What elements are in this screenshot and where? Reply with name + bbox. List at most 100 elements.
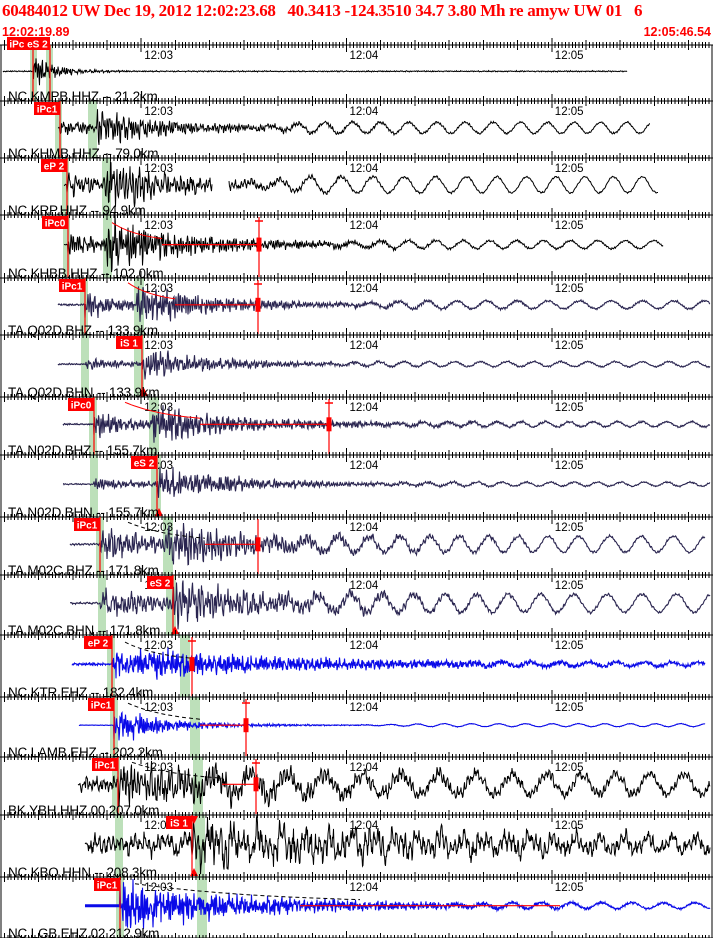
trace-panel-1[interactable]: 12:03 12:04 12:05 iPc eS 2 NC.KMPB.HHZ -- 21…: [0, 37, 713, 103]
waveform[interactable]: [57, 286, 711, 322]
pick-flag[interactable]: [92, 758, 118, 771]
waveform[interactable]: [63, 214, 664, 273]
time-ruler: 12:03 12:04 12:05: [0, 870, 713, 894]
trace-plot[interactable]: 12:03 12:04 12:05 iS 1: [0, 328, 713, 397]
minute-label: 12:05: [555, 882, 584, 894]
trace-panel-15[interactable]: 12:03 12:04 12:05 iPc1 NC.LGB.EHZ.02.212.9km: [0, 870, 713, 938]
waveform[interactable]: [77, 760, 711, 809]
minute-label: 12:04: [350, 402, 379, 414]
pick-flag-label: iS 1: [120, 339, 138, 350]
trace-panel-13[interactable]: 12:03 12:04 12:05 iPc1 BK.YBH.HHZ.00.207.0km: [0, 750, 713, 817]
coda-end-bar[interactable]: [189, 657, 195, 672]
waveform[interactable]: [78, 711, 706, 741]
trace-plot[interactable]: 12:03 12:04 12:05 eP 2: [0, 151, 713, 215]
pick-flag[interactable]: [147, 576, 173, 589]
minute-label: 12:04: [350, 163, 379, 175]
time-ruler: 12:03 12:04 12:05: [0, 38, 713, 62]
waveform[interactable]: [84, 878, 711, 929]
coda-end-bar[interactable]: [326, 417, 332, 432]
waveform[interactable]: [63, 160, 658, 208]
pick-window-band: [134, 335, 144, 397]
coda-end-bar[interactable]: [256, 237, 262, 252]
trace-panel-8[interactable]: 12:03 12:04 12:05 eS 2 TA.N02D.BHN -- 155.7k…: [0, 448, 713, 519]
trace-panel-2[interactable]: 12:03 12:04 12:05 iPc1 NC.KHMB.HHZ -- 79.0km: [0, 94, 713, 160]
pick-flag[interactable]: [166, 816, 192, 829]
minute-label: 12:03: [144, 640, 173, 652]
minute-label: 12:05: [555, 702, 584, 714]
pick-flag[interactable]: [7, 37, 50, 50]
waveform[interactable]: [57, 109, 650, 145]
minute-label: 12:03: [144, 820, 173, 832]
trace-panel-9[interactable]: 12:03 12:04 12:05 iPc1 TA.M02C.BHZ -- 171.8k…: [0, 510, 713, 577]
trace-panel-5[interactable]: 12:03 12:04 12:05 iPc1 TA.Q02D.BHZ -- 133.9k…: [0, 271, 713, 337]
coda-end-bar[interactable]: [253, 777, 259, 792]
trace-plot[interactable]: 12:03 12:04 12:05 iPc eS 2: [0, 37, 713, 101]
pick-flag[interactable]: [88, 698, 114, 711]
trace-plot-area: 12:03 12:04 12:05 iPc eS 2 NC.KMPB.HHZ -- 21…: [0, 37, 713, 938]
pick-flag[interactable]: [116, 336, 142, 349]
pick-flag[interactable]: [42, 216, 68, 229]
station-label: NC.KRP.HHZ -- 94.9km: [8, 202, 146, 218]
minute-label: 12:04: [350, 460, 379, 472]
pick-flag[interactable]: [131, 456, 157, 469]
trace-plot[interactable]: 12:03 12:04 12:05 eP 2: [0, 628, 713, 697]
minute-label: 12:04: [350, 820, 379, 832]
trace-plot[interactable]: 12:03 12:04 12:05 iS 1: [0, 808, 713, 877]
pick-flag-label: eS 2: [150, 579, 171, 590]
trace-panel-4[interactable]: 12:03 12:04 12:05 iPc0 NC.KHBB.HHZ -- 102.0k…: [0, 208, 713, 280]
trace-panel-6[interactable]: 12:03 12:04 12:05 iS 1 TA.Q02D.BHN -- 133.9k…: [0, 328, 713, 399]
pick-window-band: [55, 101, 62, 158]
minute-label: 12:04: [350, 580, 379, 592]
waveform[interactable]: [57, 350, 711, 380]
waveform[interactable]: [70, 580, 711, 630]
trace-panel-7[interactable]: 12:03 12:04 12:05 iPc0 TA.N02D.BHZ -- 155.7k…: [0, 390, 713, 457]
trace-panel-12[interactable]: 12:03 12:04 12:05 iPc1 NC.LAMB.EHZ -- 202.2k…: [0, 690, 713, 759]
pick-flag[interactable]: [68, 398, 94, 411]
time-ruler: 12:03 12:04 12:05: [0, 271, 713, 295]
time-ruler: 12:03 12:04 12:05: [0, 94, 713, 118]
minute-label: 12:05: [555, 106, 584, 118]
pick-window-band: [115, 815, 123, 877]
time-ruler: 12:03 12:04 12:05: [0, 208, 713, 232]
waveform[interactable]: [84, 815, 711, 875]
trace-panel-14[interactable]: 12:03 12:04 12:05 iS 1 NC.KBO.HHN -- 208.3km: [0, 808, 713, 879]
coda-end-bar[interactable]: [243, 718, 249, 733]
waveform[interactable]: [62, 405, 711, 443]
pick-flag[interactable]: [59, 279, 85, 292]
coda-end-bar[interactable]: [255, 537, 261, 552]
minute-label: 12:04: [350, 882, 379, 894]
pick-flag[interactable]: [84, 636, 112, 649]
waveform[interactable]: [71, 647, 706, 680]
pick-flag[interactable]: [94, 878, 120, 891]
waveform[interactable]: [62, 466, 711, 498]
pick-flag-label: iPc1: [91, 701, 112, 712]
trace-panel-3[interactable]: 12:03 12:04 12:05 eP 2 NC.KRP.HHZ -- 94.9km: [0, 151, 713, 218]
waveform[interactable]: [2, 58, 628, 86]
minute-label: 12:03: [144, 702, 173, 714]
coda-decay-curve: [134, 883, 361, 901]
pick-flag[interactable]: [74, 518, 100, 531]
pick-flag[interactable]: [34, 102, 60, 115]
minute-label: 12:04: [350, 640, 379, 652]
time-range-row: 12:02:19.89 12:05:46.54: [0, 25, 713, 42]
waveform[interactable]: [69, 522, 706, 566]
pick-window-band: [62, 158, 69, 215]
coda-decay-curve: [127, 702, 201, 720]
pick-flag[interactable]: [41, 159, 67, 172]
trace-panel-11[interactable]: 12:03 12:04 12:05 eP 2 NC.KTR.EHZ -- 182.4km: [0, 628, 713, 699]
coda-end-bar[interactable]: [255, 297, 261, 312]
minute-label: 12:04: [350, 106, 379, 118]
minute-label: 12:05: [555, 402, 584, 414]
